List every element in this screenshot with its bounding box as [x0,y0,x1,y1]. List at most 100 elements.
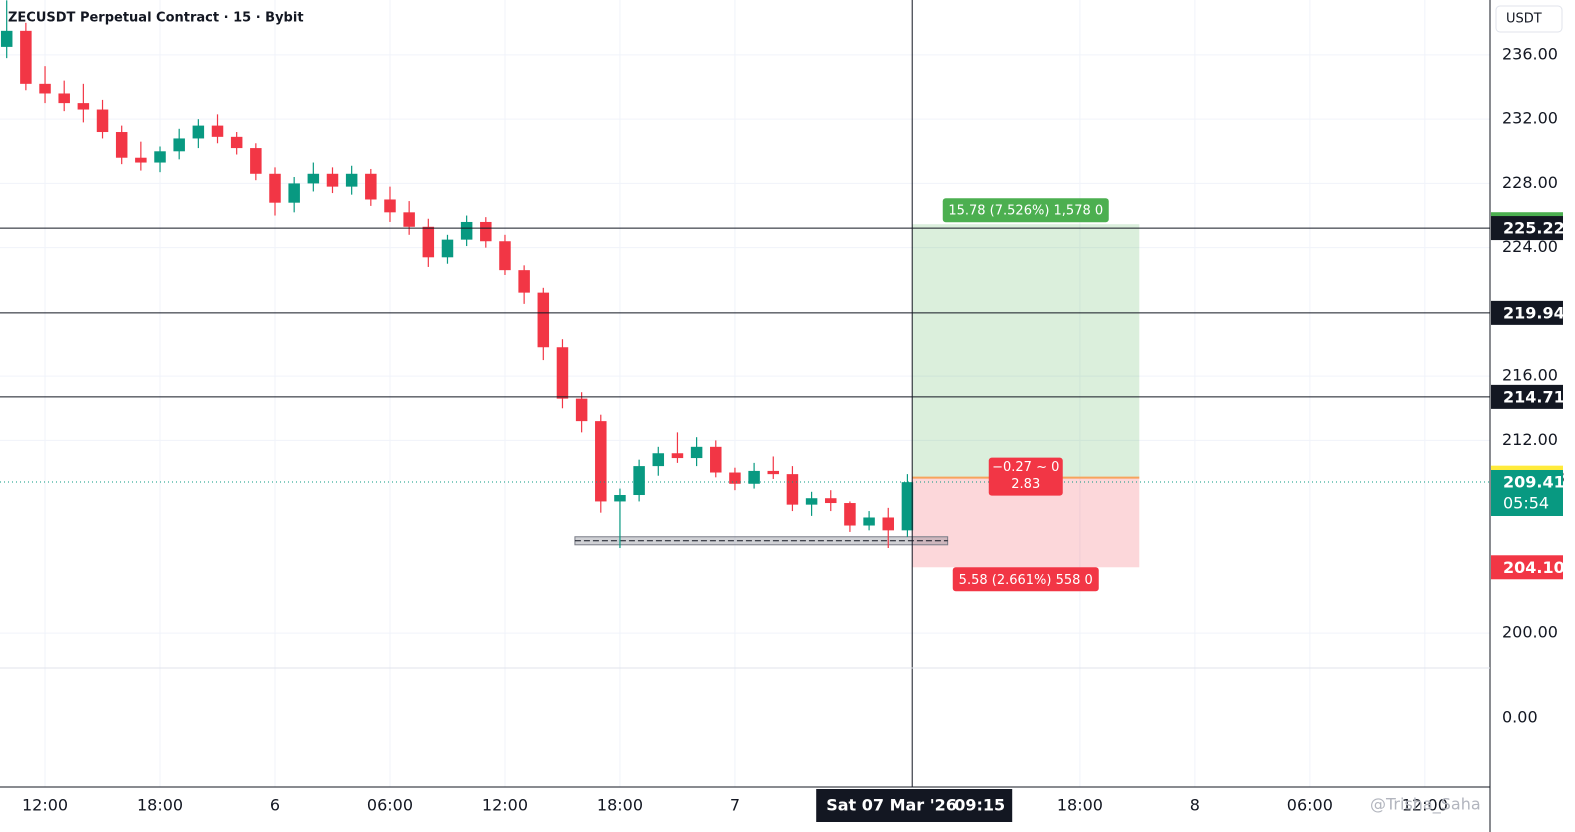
x-tick-label: 7 [730,796,740,815]
y-tick-label: 236.00 [1502,44,1558,63]
zones [574,224,1140,568]
stop-price: 204.10 [1503,558,1565,577]
crosshair-label-bg [816,789,1013,822]
crosshair-date: Sat 07 Mar '26 [826,796,957,815]
x-tick-label: 18:00 [597,796,643,815]
candle-body [805,498,818,505]
line-price-bg [1491,300,1563,325]
x-tick-label: 06:00 [367,796,413,815]
watermark: @Trisha_Saha [1370,795,1481,815]
stop-label: 5.58 (2.661%) 558 0 [959,573,1093,588]
candle-body [499,241,511,271]
candle-body [192,125,205,139]
pnl-label: −0.27 ~ 0 [992,460,1059,475]
candle-body [825,498,837,504]
candle-body [844,503,856,526]
candle-body [58,93,70,104]
candle-body [710,446,722,473]
x-tick-label: 12:00 [482,796,528,815]
candle-body [115,132,128,158]
chart-title: ZECUSDT Perpetual Contract · 15 · Bybit [8,11,304,26]
axis: 12:00 18:00 6 06:00 12:00 18:00 7 18:00 8 06:00 12… [22,44,1565,822]
candle-body [307,173,320,184]
candle-body [863,517,875,526]
x-tick-label: 18:00 [1057,796,1103,815]
line-price-bg [1491,216,1563,241]
candle-body [767,470,780,475]
stop-price-bg [1491,555,1563,580]
candle-body [748,470,760,484]
candle-body [135,157,147,163]
pnl-bg [988,457,1063,496]
candle-body [460,221,473,240]
x-tick-label: 12:00 [22,796,68,815]
candle-body [20,30,32,84]
line-price: 214.71 [1503,387,1565,406]
candle-body [269,173,281,203]
y-tick-label: 212.00 [1502,430,1558,449]
countdown: 05:54 [1503,493,1549,512]
candle-body [633,466,645,496]
candle-body [154,151,166,163]
candle-body [0,30,13,47]
candle-body [518,270,530,293]
line-price: 225.22 [1503,219,1565,238]
plot [0,0,914,549]
y-tick-label: 200.00 [1502,623,1558,642]
candle-body [652,453,665,467]
overlay: 15.78 (7.526%) 1,578 0 5.58 (2.661%) 558 … [0,0,1490,787]
candle-body [882,517,894,531]
currency-box[interactable] [1495,5,1563,33]
x-tick-label: 12:00 [1402,796,1448,815]
candle-body [671,453,684,459]
candle-body [441,239,454,258]
candle-body [575,398,588,422]
candle-body [173,138,185,152]
ratio-label: 2.83 [1011,477,1040,492]
stop-label-bg [952,567,1099,592]
candle-body [614,495,626,502]
candle-body [365,173,377,200]
last-price: 209.41 [1503,472,1565,491]
line-price-bg [1491,384,1563,409]
candle-body [403,212,415,227]
candle-body [250,148,262,174]
line-price: 219.94 [1503,303,1565,322]
lower-pane-label: 0.00 [1502,708,1538,727]
x-tick-label: 18:00 [137,796,183,815]
y-tick-label: 224.00 [1502,237,1558,256]
y-tick-label: 232.00 [1502,109,1558,128]
x-tick-label: 8 [1190,796,1200,815]
candle-body [96,109,109,133]
target-label: 15.78 (7.526%) 1,578 0 [948,204,1103,219]
candle-body [901,482,914,531]
candle-body [422,226,435,258]
candle-body [690,446,703,459]
candle-body [326,173,339,187]
candle-body [595,421,607,502]
candle-body [211,125,224,137]
target-zone [912,224,1140,478]
candle-body [537,292,550,348]
x-tick-label: 6 [270,796,280,815]
candle-body [384,199,396,213]
candle-body [480,221,492,242]
target-label-bg [942,198,1109,223]
candle-body [345,173,358,187]
candle-body [230,136,243,149]
candle-body [729,472,741,484]
last-price-bg [1491,469,1563,516]
candle-body [39,83,51,94]
x-tick-label: 06:00 [1287,796,1333,815]
candle-body [77,103,90,110]
grid [0,0,1490,787]
y-tick-label: 216.00 [1502,366,1558,385]
crosshair-time: 09:15 [954,796,1005,815]
candle-body [288,183,300,203]
candle-body [786,474,799,505]
candle-body [556,347,569,399]
currency[interactable]: USDT [1506,12,1542,27]
